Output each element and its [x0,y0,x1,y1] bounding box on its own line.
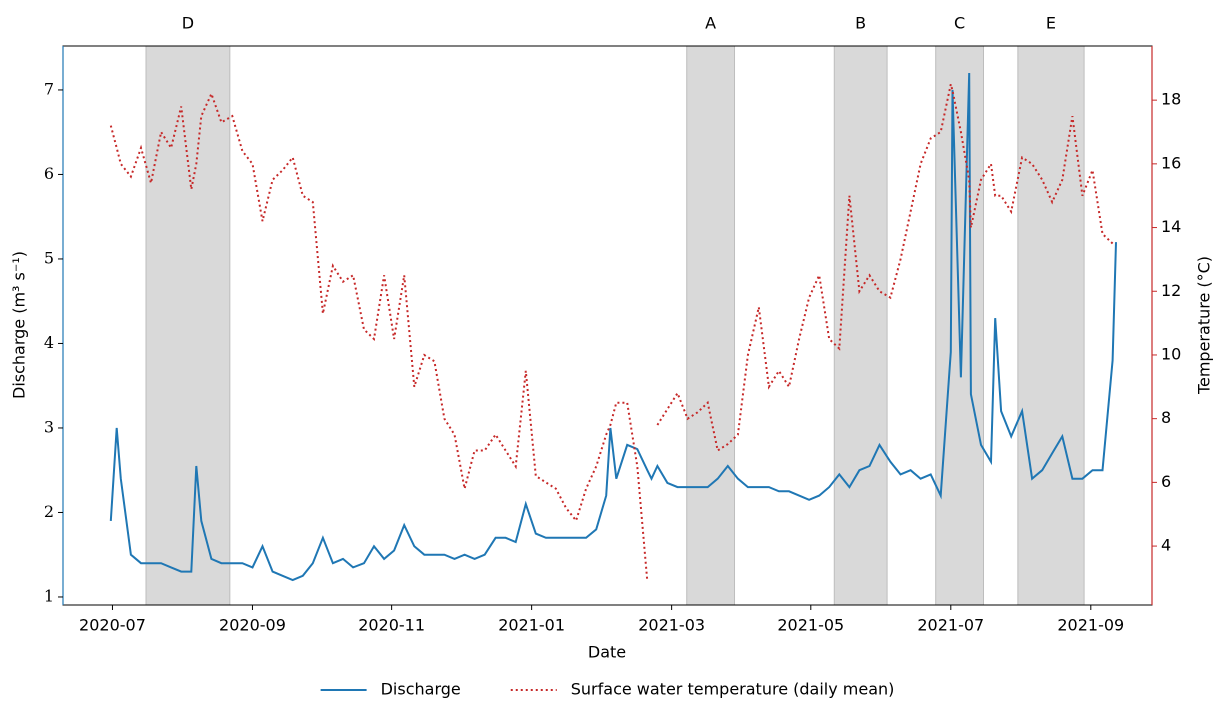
x-tick-label: 2021-01 [498,616,565,635]
x-tick-label: 2020-07 [79,616,146,635]
y-tick-label: 4 [44,333,54,352]
x-tick-label: 2021-03 [638,616,705,635]
legend-item: Surface water temperature (daily mean) [510,680,895,699]
y2-axis-label: Temperature (°C) [1195,256,1214,395]
y2-tick-label: 4 [1161,536,1171,555]
legend-label: Surface water temperature (daily mean) [571,680,895,699]
series-line [109,72,1117,582]
y-tick-label: 6 [44,164,54,183]
y2-tick-label: 16 [1161,153,1181,172]
y2-tick-label: 6 [1161,472,1171,491]
x-axis-label: Date [588,643,626,662]
region-label: A [705,14,716,33]
y2-tick-label: 12 [1161,281,1181,300]
y-tick-label: 2 [44,502,54,521]
legend-item: Discharge [320,680,461,699]
region-label: E [1046,14,1056,33]
y2-tick-label: 10 [1161,344,1181,363]
y-tick-label: 7 [44,79,54,98]
shaded-region [1017,45,1085,606]
series-line [109,91,649,582]
x-tick-label: 2020-11 [358,616,425,635]
y2-tick-label: 8 [1161,408,1171,427]
region-label: C [954,14,965,33]
shaded-region [686,45,736,606]
y-tick-label: 1 [44,586,54,605]
y-axis-label: Discharge (m³ s⁻¹) [10,251,29,399]
region-label: B [855,14,866,33]
x-tick-label: 2021-09 [1057,616,1124,635]
legend: Discharge Surface water temperature (dail… [320,680,895,699]
y2-tick-label: 14 [1161,217,1181,236]
shaded-region [833,45,888,606]
x-tick-label: 2021-07 [917,616,984,635]
y-tick-label: 5 [44,248,54,267]
region-label: D [182,14,194,33]
y-tick-label: 3 [44,417,54,436]
x-tick-label: 2020-09 [219,616,286,635]
legend-label: Discharge [381,680,461,699]
x-tick-label: 2021-05 [777,616,844,635]
y2-tick-label: 18 [1161,90,1181,109]
series-line [656,83,1114,453]
shaded-region [145,45,231,606]
